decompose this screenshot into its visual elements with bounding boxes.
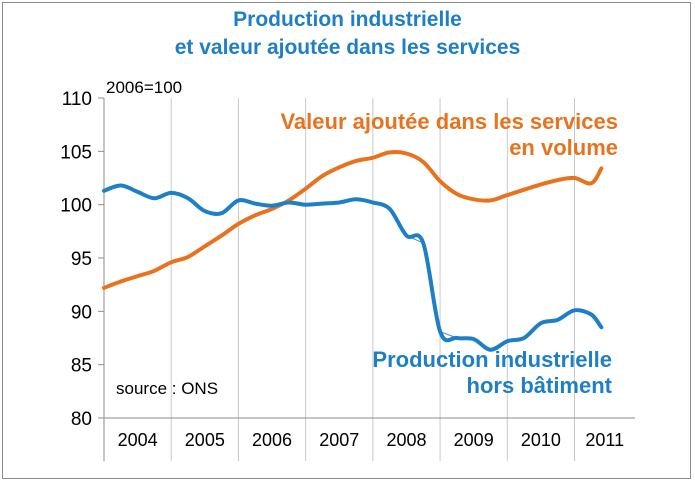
industry-annotation-line2: hors bâtiment: [467, 373, 613, 398]
axes-layer: [98, 97, 635, 461]
x-tick-label: 2008: [386, 430, 426, 450]
chart-title-block: Production industrielle et valeur ajouté…: [0, 6, 695, 62]
x-tick-label: 2004: [118, 430, 158, 450]
x-tick-labels: 2004 2005 2006 2007 2008 2009 2010 2011: [118, 430, 625, 450]
chart-frame: [2, 2, 691, 479]
y-tick-labels: 110 105 100 95 90 85 80: [60, 89, 92, 430]
source-note: source : ONS: [116, 379, 218, 398]
services-annotation-line2: en volume: [509, 135, 618, 160]
series-line-services: [102, 150, 604, 290]
y-tick-label: 105: [60, 142, 92, 163]
services-annotation-line1: Valeur ajoutée dans les services: [280, 109, 618, 134]
chart-subtitle: et valeur ajoutée dans les services: [174, 36, 521, 59]
series-layer: [102, 150, 604, 352]
chart-title: Production industrielle: [233, 8, 462, 31]
y-tick-label: 90: [71, 302, 92, 323]
series-raw-industry: [103, 184, 602, 351]
y-tick-label: 100: [60, 196, 92, 217]
y-tick-label: 80: [71, 409, 92, 430]
x-tick-label: 2007: [319, 430, 359, 450]
x-tick-label: 2011: [585, 430, 624, 450]
series-line-industry: [102, 183, 604, 352]
y-tick-label: 95: [71, 249, 92, 270]
series-raw-services: [103, 151, 602, 289]
x-tick-label: 2005: [185, 430, 225, 450]
industry-annotation-line1: Production industrielle: [372, 347, 612, 372]
y-tick-label: 110: [62, 89, 92, 110]
x-tick-label: 2009: [454, 430, 494, 450]
y-tick-label: 85: [71, 356, 92, 377]
unit-label: 2006=100: [106, 78, 183, 97]
x-tick-label: 2006: [252, 430, 292, 450]
x-tick-label: 2010: [521, 430, 561, 450]
